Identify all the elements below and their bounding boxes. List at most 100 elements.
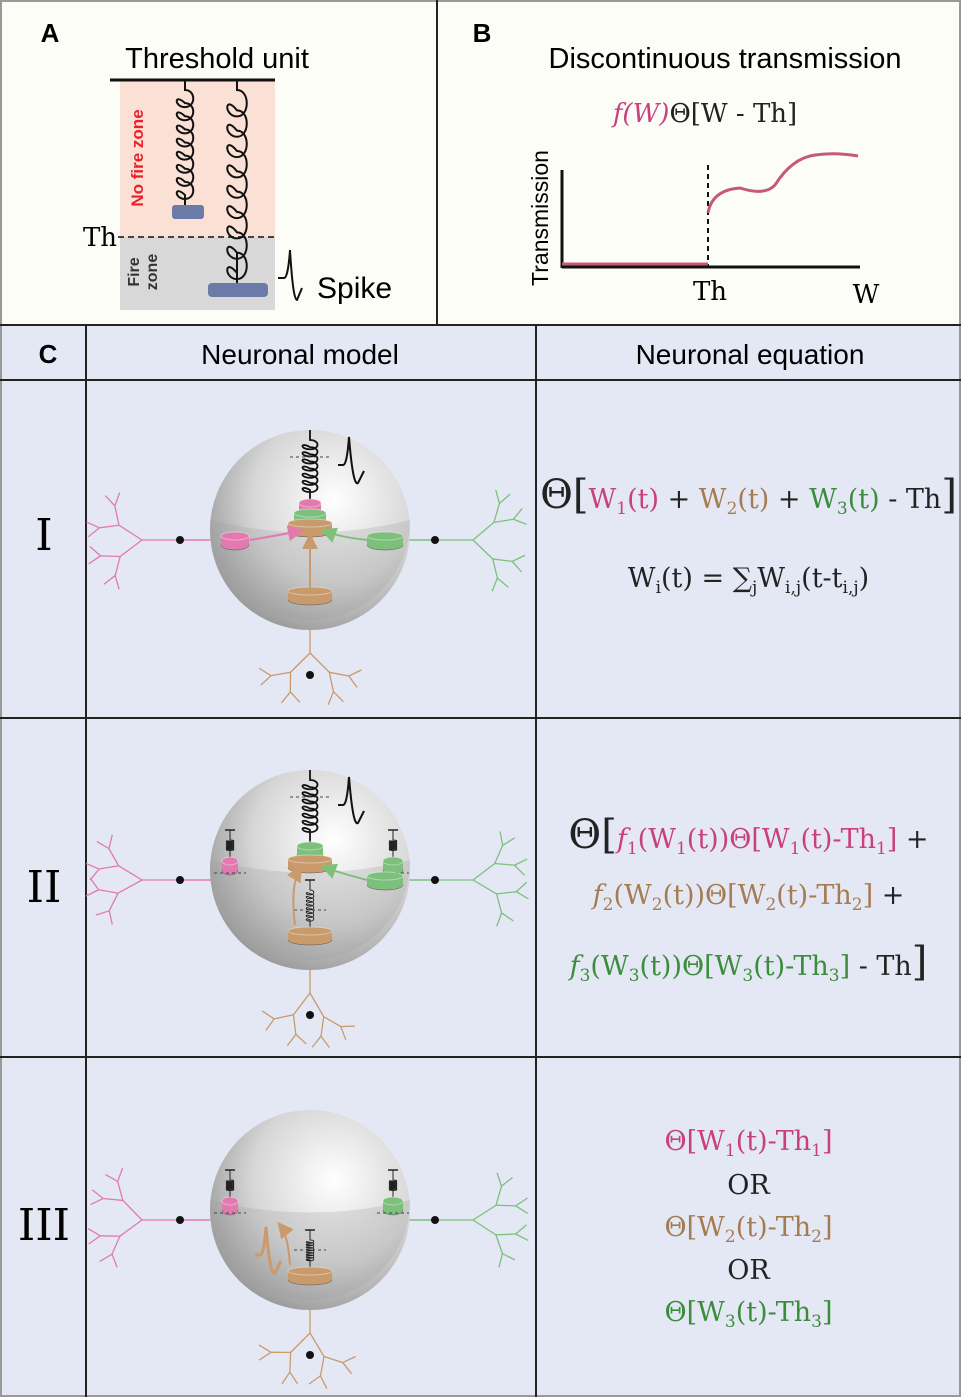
equation-part: 2 <box>725 1227 736 1247</box>
mass <box>208 283 268 297</box>
equation-part: (t-t <box>801 563 842 594</box>
equation-part: 2 <box>603 895 614 915</box>
row-label: I <box>35 510 52 561</box>
equation-part: 1 <box>627 839 638 859</box>
x-axis-label: W <box>853 280 880 310</box>
equation-part: Θ[ <box>540 472 588 518</box>
equation-line: Θ[f1(W1(t))Θ[W1(t)-Th1] + <box>536 815 961 858</box>
equation-part: (t))Θ[W <box>663 880 766 911</box>
equation-part: 2 <box>652 895 663 915</box>
threshold-label: Th <box>83 223 117 253</box>
equation-part: Θ[ <box>568 812 616 858</box>
equation-part: 2 <box>727 499 738 519</box>
soma <box>431 1216 439 1224</box>
equation-part: + <box>769 484 809 515</box>
equation-part: (W <box>613 880 651 911</box>
equation-part: 3 <box>742 966 753 986</box>
equation-part: W <box>628 563 656 594</box>
disc <box>222 1197 238 1205</box>
equation-part: 1 <box>676 839 687 859</box>
no-fire-label: No fire zone <box>128 109 147 206</box>
equation-part: W <box>809 484 837 515</box>
equation-part: (t) <box>627 484 659 515</box>
equation-line: f2(W2(t))Θ[W2(t)-Th2] + <box>536 882 961 914</box>
dendrite <box>496 1234 516 1235</box>
disc <box>297 842 323 850</box>
disc <box>288 1267 332 1275</box>
equation-part: 3 <box>811 1312 822 1332</box>
disc <box>294 509 326 517</box>
soma <box>306 1011 314 1019</box>
equation-part: - Th <box>850 951 912 982</box>
equation-part: i,j <box>785 578 801 598</box>
equation-part: (t) = <box>661 563 733 594</box>
equation-part: ] <box>822 1212 833 1243</box>
disc <box>288 855 332 863</box>
fire-label: Fire <box>126 257 143 286</box>
panel-letter: A <box>41 18 60 48</box>
equation-line: OR <box>536 1172 961 1199</box>
equation-part: OR <box>727 1255 769 1286</box>
disc <box>383 1197 403 1205</box>
equation-part: ] <box>822 1297 833 1328</box>
equation-part: Θ[W <box>664 1212 724 1243</box>
equation-part: Θ[W <box>664 1126 724 1157</box>
equation-part: W <box>588 484 616 515</box>
equation-line: Θ[W3(t)-Th3] <box>536 1299 961 1331</box>
panel-title: Discontinuous transmission <box>549 43 902 75</box>
y-axis-label: Transmission <box>527 150 553 286</box>
equation-part: i,j <box>843 578 859 598</box>
figure: A Threshold unit Th No fire zone Fire zo… <box>0 0 961 1397</box>
equation-part: 1 <box>876 839 887 859</box>
equation-line: Θ[W1(t) + W2(t) + W3(t) - Th] <box>536 475 961 518</box>
equation-part: (W <box>638 824 676 855</box>
equation-part: W <box>757 563 785 594</box>
equation-part: 3 <box>837 499 848 519</box>
disc <box>383 857 403 865</box>
formula: f(W)Θ[W - Th] <box>611 99 797 129</box>
equation-part: 3 <box>725 1312 736 1332</box>
equation-part: (t)-Th <box>776 880 851 911</box>
fire-label: zone <box>144 254 161 291</box>
equation-part: + <box>897 824 928 855</box>
equation-part: ) <box>859 563 870 594</box>
equation-part: (t)-Th <box>800 824 875 855</box>
equation-part: 2 <box>852 895 863 915</box>
equation-part: f <box>593 880 603 911</box>
equation-part: (t) <box>848 484 880 515</box>
disc <box>367 872 403 880</box>
equation-part: ] <box>887 824 898 855</box>
equation-part: 3 <box>629 966 640 986</box>
equation-line: Θ[W2(t)-Th2] <box>536 1214 961 1246</box>
panel-letter: C <box>39 339 58 369</box>
equation-part: 2 <box>811 1227 822 1247</box>
equation-part: 1 <box>725 1141 736 1161</box>
equation-part: - Th <box>880 484 942 515</box>
soma <box>176 1216 184 1224</box>
equation-line: OR <box>536 1257 961 1284</box>
disc <box>222 857 238 865</box>
equation-part: Θ[W <box>664 1297 724 1328</box>
column-header: Neuronal model <box>201 339 399 370</box>
equation-part: 2 <box>765 895 776 915</box>
equation-part: (t)-Th <box>753 951 828 982</box>
equation-part: (t)-Th <box>736 1212 811 1243</box>
spike-label: Spike <box>317 272 392 305</box>
column-header: Neuronal equation <box>636 339 865 370</box>
equation-part: (t))Θ[W <box>640 951 743 982</box>
equation-line: Θ[W1(t)-Th1] <box>536 1128 961 1160</box>
equation-part: (t))Θ[W <box>687 824 790 855</box>
row-label: II <box>27 862 62 913</box>
equation-part: ] <box>822 1126 833 1157</box>
equation-part: f <box>617 824 627 855</box>
equation-part: (t)-Th <box>736 1126 811 1157</box>
equation-line: Wi(t) = ∑jWi,j(t-ti,j) <box>536 565 961 597</box>
disc <box>299 499 321 507</box>
soma <box>176 876 184 884</box>
equation-part: (t)-Th <box>736 1297 811 1328</box>
equation-part: + <box>873 880 904 911</box>
panel-title: Threshold unit <box>125 43 309 75</box>
equation-part: 3 <box>829 966 840 986</box>
disc <box>221 532 249 540</box>
dendrite <box>496 1205 516 1206</box>
